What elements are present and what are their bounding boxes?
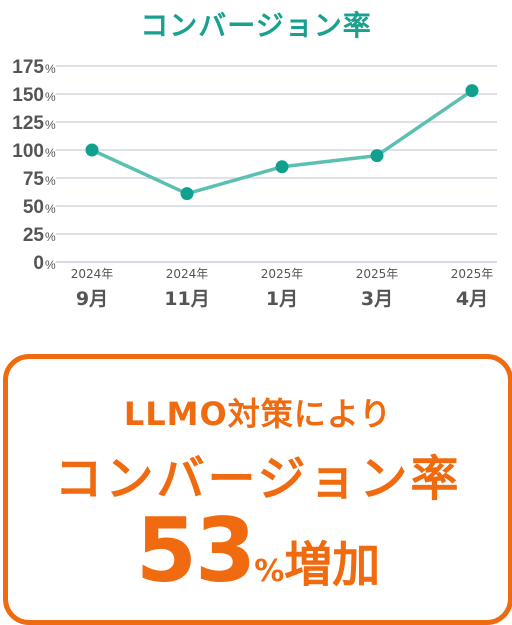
y-tick-unit: % (45, 230, 56, 244)
callout-subject: コンバージョン率 (54, 451, 462, 507)
y-tick-label: 25 (23, 225, 45, 246)
data-point (370, 149, 384, 163)
y-tick-unit: % (45, 174, 56, 188)
y-tick-label: 175 (12, 57, 44, 78)
x-tick-year: 2025年 (356, 267, 399, 281)
line-chart: 0 %25 %50 %75 %100 %125 %150 %175 %2024年9月2024年1… (12, 57, 497, 310)
callout-box: LLMO対策により コンバージョン率 53%増加 (3, 354, 512, 625)
y-tick-unit: % (45, 258, 56, 272)
y-tick-label: 125 (12, 113, 44, 134)
x-tick-month: 4月 (456, 288, 488, 310)
y-tick-unit: % (45, 90, 56, 104)
y-tick-unit: % (45, 62, 56, 76)
x-tick-month: 9月 (76, 288, 108, 310)
x-tick-year: 2024年 (71, 267, 114, 281)
y-tick-label: 100 (12, 141, 44, 162)
y-tick-label: 150 (12, 85, 44, 106)
y-tick-unit: % (45, 118, 56, 132)
chart-title: コンバージョン率 (140, 9, 372, 42)
data-point (275, 160, 289, 174)
x-tick-year: 2025年 (451, 267, 494, 281)
y-tick-label: 50 (23, 197, 44, 218)
x-tick-year: 2025年 (261, 267, 304, 281)
y-tick-label: 75 (23, 169, 45, 190)
increase-value: 53 (135, 499, 256, 602)
x-tick-month: 11月 (164, 288, 209, 310)
x-tick-month: 3月 (361, 288, 393, 310)
increase-label: 増加 (284, 537, 381, 593)
data-point (465, 84, 479, 98)
y-tick-unit: % (45, 202, 56, 216)
x-tick-month: 1月 (266, 288, 298, 310)
callout-result: 53%増加 (8, 499, 508, 602)
increase-unit: % (254, 554, 285, 589)
callout-headline: LLMO対策により (123, 395, 393, 433)
y-tick-unit: % (45, 146, 56, 160)
data-point (85, 143, 99, 157)
x-tick-year: 2024年 (166, 267, 209, 281)
y-tick-label: 0 (33, 253, 44, 274)
data-point (180, 187, 194, 201)
